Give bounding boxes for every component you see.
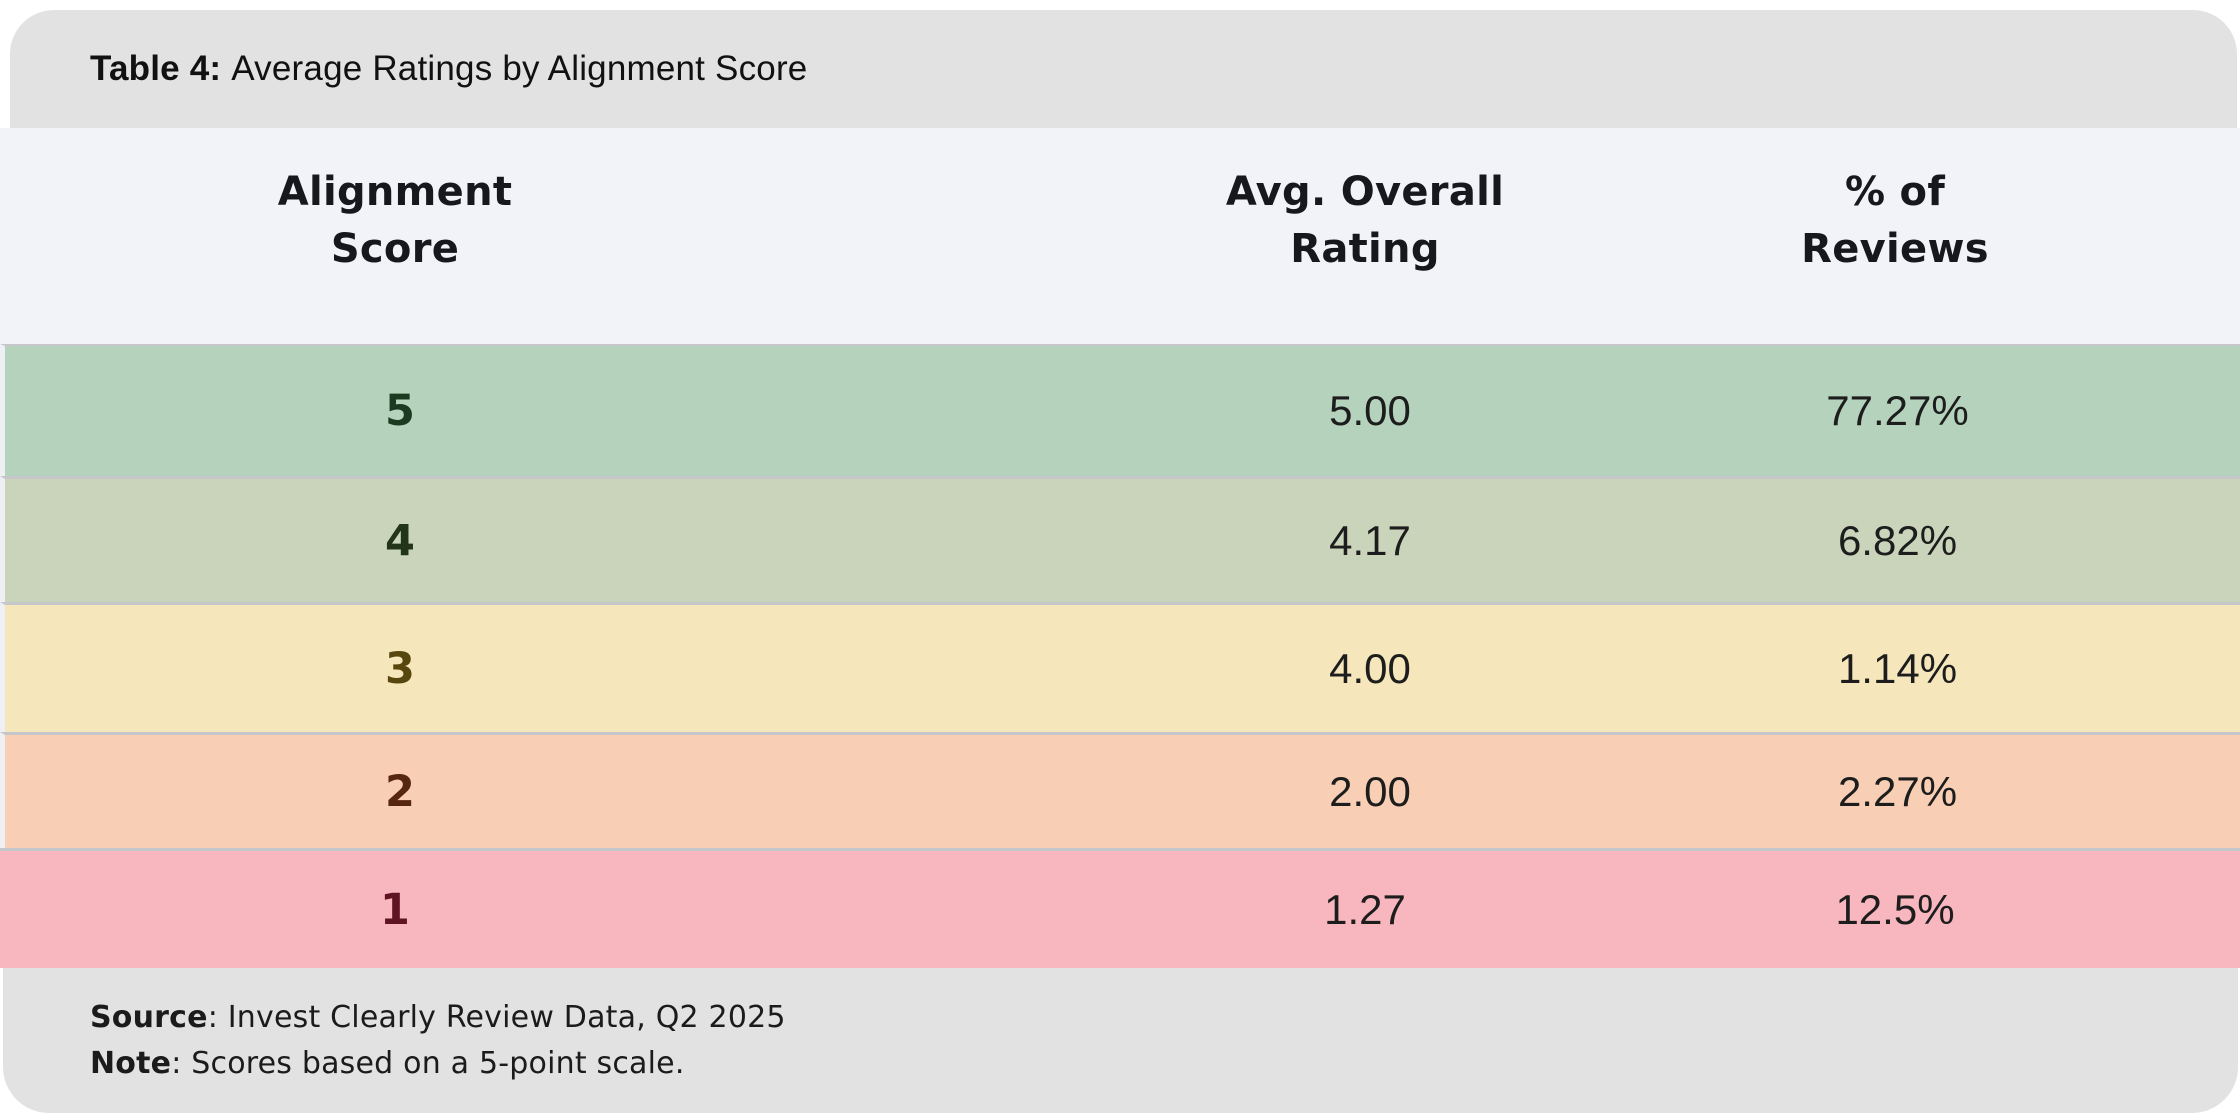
header-line: Score bbox=[330, 226, 460, 272]
rating-cell: 4.00 bbox=[1329, 644, 1411, 692]
header-line: Reviews bbox=[1801, 226, 1989, 272]
pct-value: 77.27% bbox=[1826, 387, 1969, 434]
pct-value: 6.82% bbox=[1837, 516, 1958, 564]
header-line: Avg. Overall bbox=[1225, 169, 1505, 215]
rating-cell: 5.00 bbox=[1329, 387, 1411, 434]
table-footnotes: Source: Invest Clearly Review Data, Q2 2… bbox=[3, 968, 2238, 1113]
table-row-score-4: 4 4.17 6.82% bbox=[0, 476, 2240, 602]
pct-cell: 1.14% bbox=[1838, 645, 2240, 693]
header-line: % of bbox=[1844, 169, 1946, 215]
column-header-avg-overall-rating: Avg. Overall Rating bbox=[790, 164, 1940, 278]
pct-value: 12.5% bbox=[1835, 885, 1955, 933]
column-header-pct-of-reviews: % of Reviews bbox=[1801, 164, 2240, 278]
table-row-score-5: 5 5.00 77.27% bbox=[0, 344, 2240, 476]
source-text: : Invest Clearly Review Data, Q2 2025 bbox=[207, 999, 786, 1035]
pct-cell: 2.27% bbox=[1838, 768, 2240, 816]
score-cell: 2 bbox=[385, 766, 415, 817]
header-line: Rating bbox=[1290, 226, 1440, 272]
score-cell: 1 bbox=[380, 884, 410, 935]
pct-value: 2.27% bbox=[1837, 767, 1958, 815]
score-cell: 5 bbox=[385, 386, 415, 436]
rating-cell: 2.00 bbox=[1329, 767, 1411, 815]
column-header-alignment-score: Alignment Score bbox=[0, 164, 790, 278]
pct-cell: 6.82% bbox=[1838, 517, 2240, 565]
table-caption-bar: Table 4: Average Ratings by Alignment Sc… bbox=[10, 10, 2237, 128]
table-row-score-2: 2 2.00 2.27% bbox=[0, 732, 2240, 848]
table-caption-text: Average Ratings by Alignment Score bbox=[231, 49, 808, 88]
table-header-row: Alignment Score Avg. Overall Rating % of… bbox=[0, 128, 2240, 344]
pct-cell: 12.5% bbox=[1835, 886, 2240, 934]
pct-value: 1.14% bbox=[1837, 644, 1958, 692]
table-caption-label: Table 4: bbox=[90, 49, 222, 88]
source-label: Source bbox=[90, 999, 208, 1035]
header-line: Alignment bbox=[277, 169, 513, 215]
scale-note: Note: Scores based on a 5-point scale. bbox=[90, 1043, 2238, 1085]
source-note: Source: Invest Clearly Review Data, Q2 2… bbox=[90, 997, 2238, 1039]
rating-cell: 4.17 bbox=[1329, 516, 1411, 564]
note-text: : Scores based on a 5-point scale. bbox=[171, 1045, 685, 1081]
score-cell: 4 bbox=[385, 515, 415, 566]
rating-cell: 1.27 bbox=[1324, 885, 1406, 933]
note-label: Note bbox=[90, 1045, 172, 1081]
table-row-score-3: 3 4.00 1.14% bbox=[0, 602, 2240, 732]
pct-cell: 77.27% bbox=[1826, 387, 2240, 435]
table-row-score-1: 1 1.27 12.5% bbox=[0, 848, 2240, 968]
score-cell: 3 bbox=[385, 643, 415, 694]
